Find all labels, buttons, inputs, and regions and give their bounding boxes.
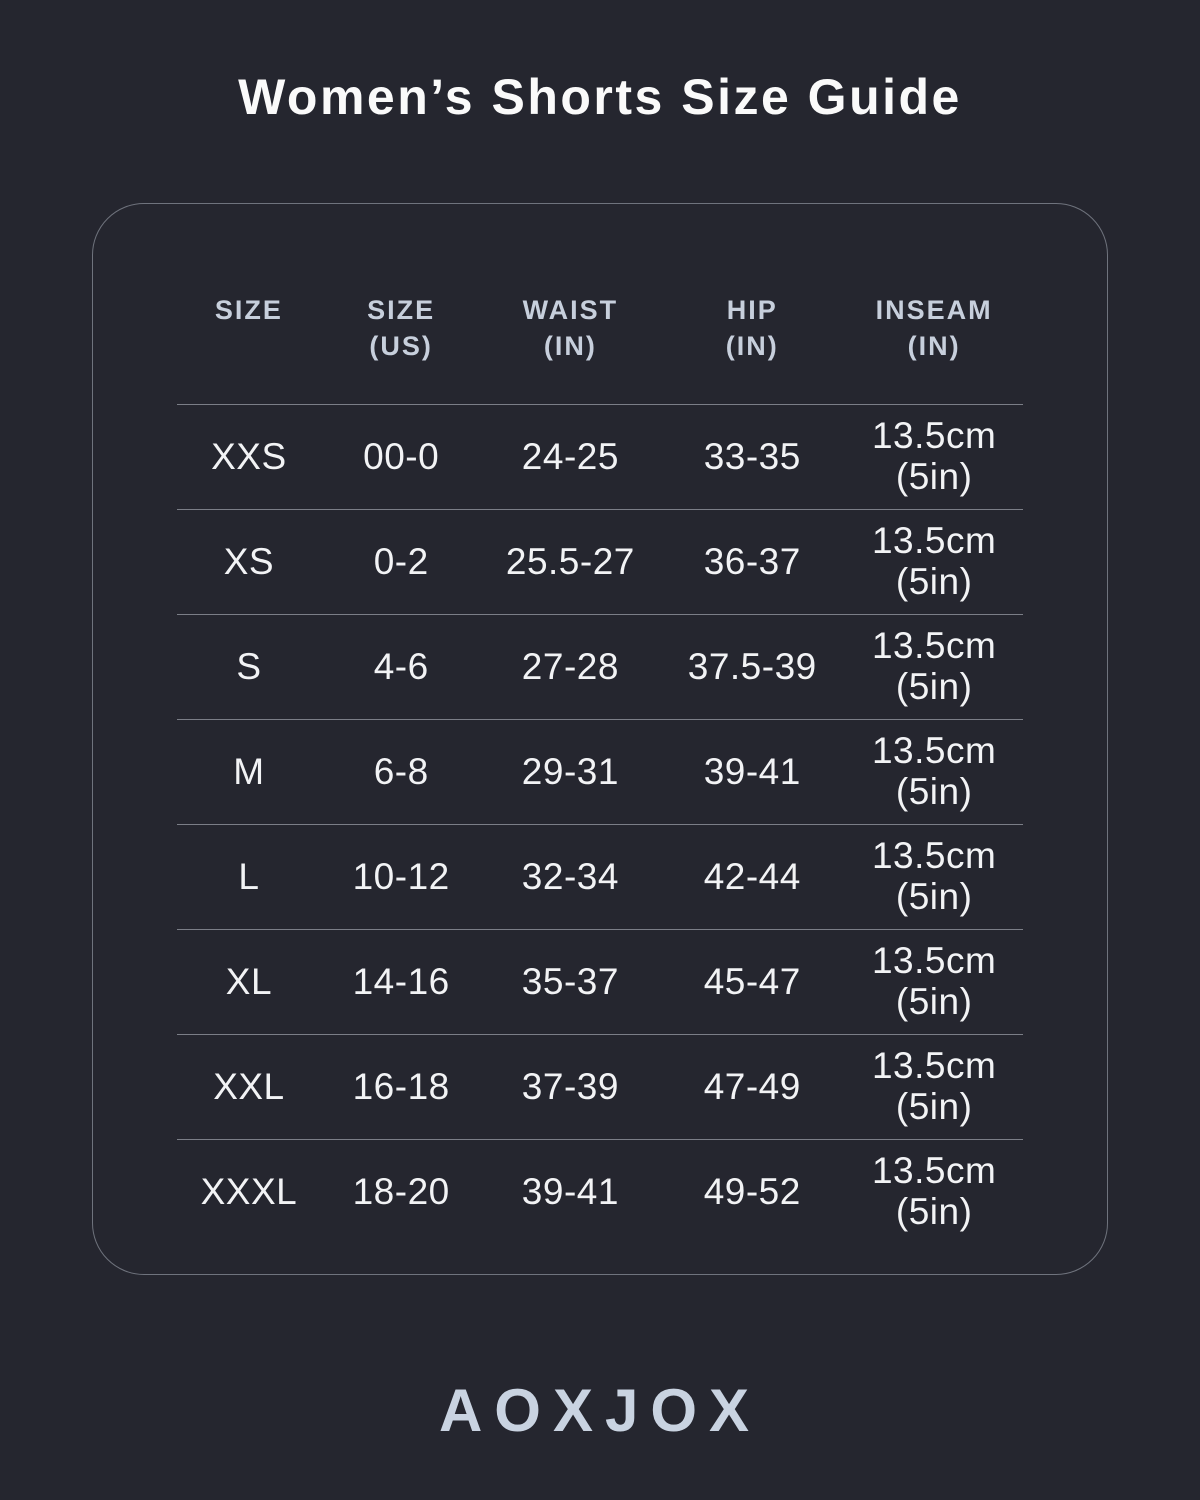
cell-waist: 39-41 — [521, 1171, 619, 1212]
cell-waist: 25.5-27 — [505, 541, 635, 582]
cell-hip: 39-41 — [703, 751, 801, 792]
column-header-size: SIZE — [177, 292, 321, 404]
column-header-label: SIZE — [367, 295, 436, 325]
table-row: XS 0-2 25.5-27 36-37 13.5cm (5in) — [177, 509, 1023, 614]
cell-inseam: 13.5cm (5in) — [845, 521, 1023, 602]
cell-inseam: 13.5cm (5in) — [845, 1046, 1023, 1127]
inseam-cm-value: 13.5cm — [871, 625, 997, 667]
inseam-cm-value: 13.5cm — [871, 940, 997, 982]
table-row: L 10-12 32-34 42-44 13.5cm (5in) — [177, 824, 1023, 929]
cell-size-us: 00-0 — [363, 436, 440, 477]
column-header-sublabel: (US) — [369, 331, 433, 362]
inseam-in-value: (5in) — [895, 666, 973, 707]
size-table-card: SIZE SIZE (US) WAIST (IN) HIP (IN) INSEA… — [92, 203, 1108, 1275]
table-row: XXXL 18-20 39-41 49-52 13.5cm (5in) — [177, 1139, 1023, 1244]
cell-waist: 32-34 — [521, 856, 619, 897]
cell-size: XL — [225, 961, 273, 1002]
cell-inseam: 13.5cm (5in) — [845, 416, 1023, 497]
column-header-label: INSEAM — [875, 295, 993, 325]
inseam-cm-value: 13.5cm — [871, 1045, 997, 1087]
cell-size: M — [233, 751, 265, 792]
page-title: Women’s Shorts Size Guide — [238, 69, 962, 125]
size-table: SIZE SIZE (US) WAIST (IN) HIP (IN) INSEA… — [177, 204, 1023, 1244]
column-header-waist: WAIST (IN) — [482, 292, 660, 404]
cell-size-us: 14-16 — [352, 961, 450, 1002]
inseam-cm-value: 13.5cm — [871, 1150, 997, 1192]
cell-hip: 45-47 — [703, 961, 801, 1002]
cell-hip: 37.5-39 — [687, 646, 817, 687]
brand-logo: AOXJOX — [438, 1377, 762, 1444]
inseam-in-value: (5in) — [895, 876, 973, 917]
cell-hip: 36-37 — [703, 541, 801, 582]
cell-inseam: 13.5cm (5in) — [845, 941, 1023, 1022]
cell-size-us: 18-20 — [352, 1171, 450, 1212]
cell-inseam: 13.5cm (5in) — [845, 836, 1023, 917]
table-row: XXS 00-0 24-25 33-35 13.5cm (5in) — [177, 404, 1023, 509]
column-header-sublabel: (IN) — [543, 331, 597, 362]
column-header-label: WAIST — [522, 295, 619, 325]
inseam-in-value: (5in) — [895, 1086, 973, 1127]
column-header-size-us: SIZE (US) — [321, 292, 482, 404]
cell-waist: 27-28 — [521, 646, 619, 687]
cell-size: XS — [223, 541, 275, 582]
inseam-in-value: (5in) — [895, 981, 973, 1022]
table-row: XL 14-16 35-37 45-47 13.5cm (5in) — [177, 929, 1023, 1034]
table-header-row: SIZE SIZE (US) WAIST (IN) HIP (IN) INSEA… — [177, 204, 1023, 404]
cell-size: S — [236, 646, 262, 687]
table-row: M 6-8 29-31 39-41 13.5cm (5in) — [177, 719, 1023, 824]
cell-hip: 42-44 — [703, 856, 801, 897]
table-body: XXS 00-0 24-25 33-35 13.5cm (5in) XS 0-2… — [177, 404, 1023, 1244]
cell-inseam: 13.5cm (5in) — [845, 626, 1023, 707]
inseam-cm-value: 13.5cm — [871, 415, 997, 457]
column-header-label: HIP — [726, 295, 778, 325]
cell-size: XXXL — [200, 1171, 298, 1212]
cell-hip: 49-52 — [703, 1171, 801, 1212]
cell-inseam: 13.5cm (5in) — [845, 731, 1023, 812]
inseam-in-value: (5in) — [895, 456, 973, 497]
cell-size-us: 6-8 — [373, 751, 429, 792]
inseam-cm-value: 13.5cm — [871, 730, 997, 772]
cell-hip: 47-49 — [703, 1066, 801, 1107]
inseam-cm-value: 13.5cm — [871, 835, 997, 877]
cell-size-us: 0-2 — [373, 541, 429, 582]
column-header-inseam: INSEAM (IN) — [845, 292, 1023, 404]
cell-size: XXL — [213, 1066, 285, 1107]
cell-waist: 37-39 — [521, 1066, 619, 1107]
cell-waist: 29-31 — [521, 751, 619, 792]
inseam-in-value: (5in) — [895, 771, 973, 812]
column-header-sublabel: (IN) — [725, 331, 779, 362]
table-row: S 4-6 27-28 37.5-39 13.5cm (5in) — [177, 614, 1023, 719]
column-header-sublabel: (IN) — [907, 331, 961, 362]
cell-waist: 35-37 — [521, 961, 619, 1002]
inseam-cm-value: 13.5cm — [871, 520, 997, 562]
cell-hip: 33-35 — [703, 436, 801, 477]
cell-inseam: 13.5cm (5in) — [845, 1151, 1023, 1232]
cell-size-us: 10-12 — [352, 856, 450, 897]
column-header-label: SIZE — [214, 295, 283, 325]
column-header-hip: HIP (IN) — [659, 292, 845, 404]
table-row: XXL 16-18 37-39 47-49 13.5cm (5in) — [177, 1034, 1023, 1139]
cell-waist: 24-25 — [521, 436, 619, 477]
cell-size-us: 4-6 — [373, 646, 429, 687]
cell-size: L — [238, 856, 260, 897]
cell-size-us: 16-18 — [352, 1066, 450, 1107]
inseam-in-value: (5in) — [895, 561, 973, 602]
inseam-in-value: (5in) — [895, 1191, 973, 1232]
cell-size: XXS — [211, 436, 287, 477]
